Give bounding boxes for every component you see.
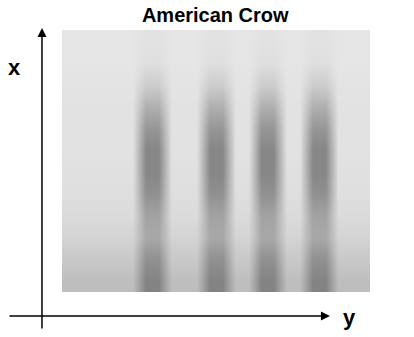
svg-text:American Crow: American Crow: [142, 4, 289, 26]
svg-text:y: y: [343, 305, 356, 330]
svg-text:x: x: [8, 55, 21, 80]
